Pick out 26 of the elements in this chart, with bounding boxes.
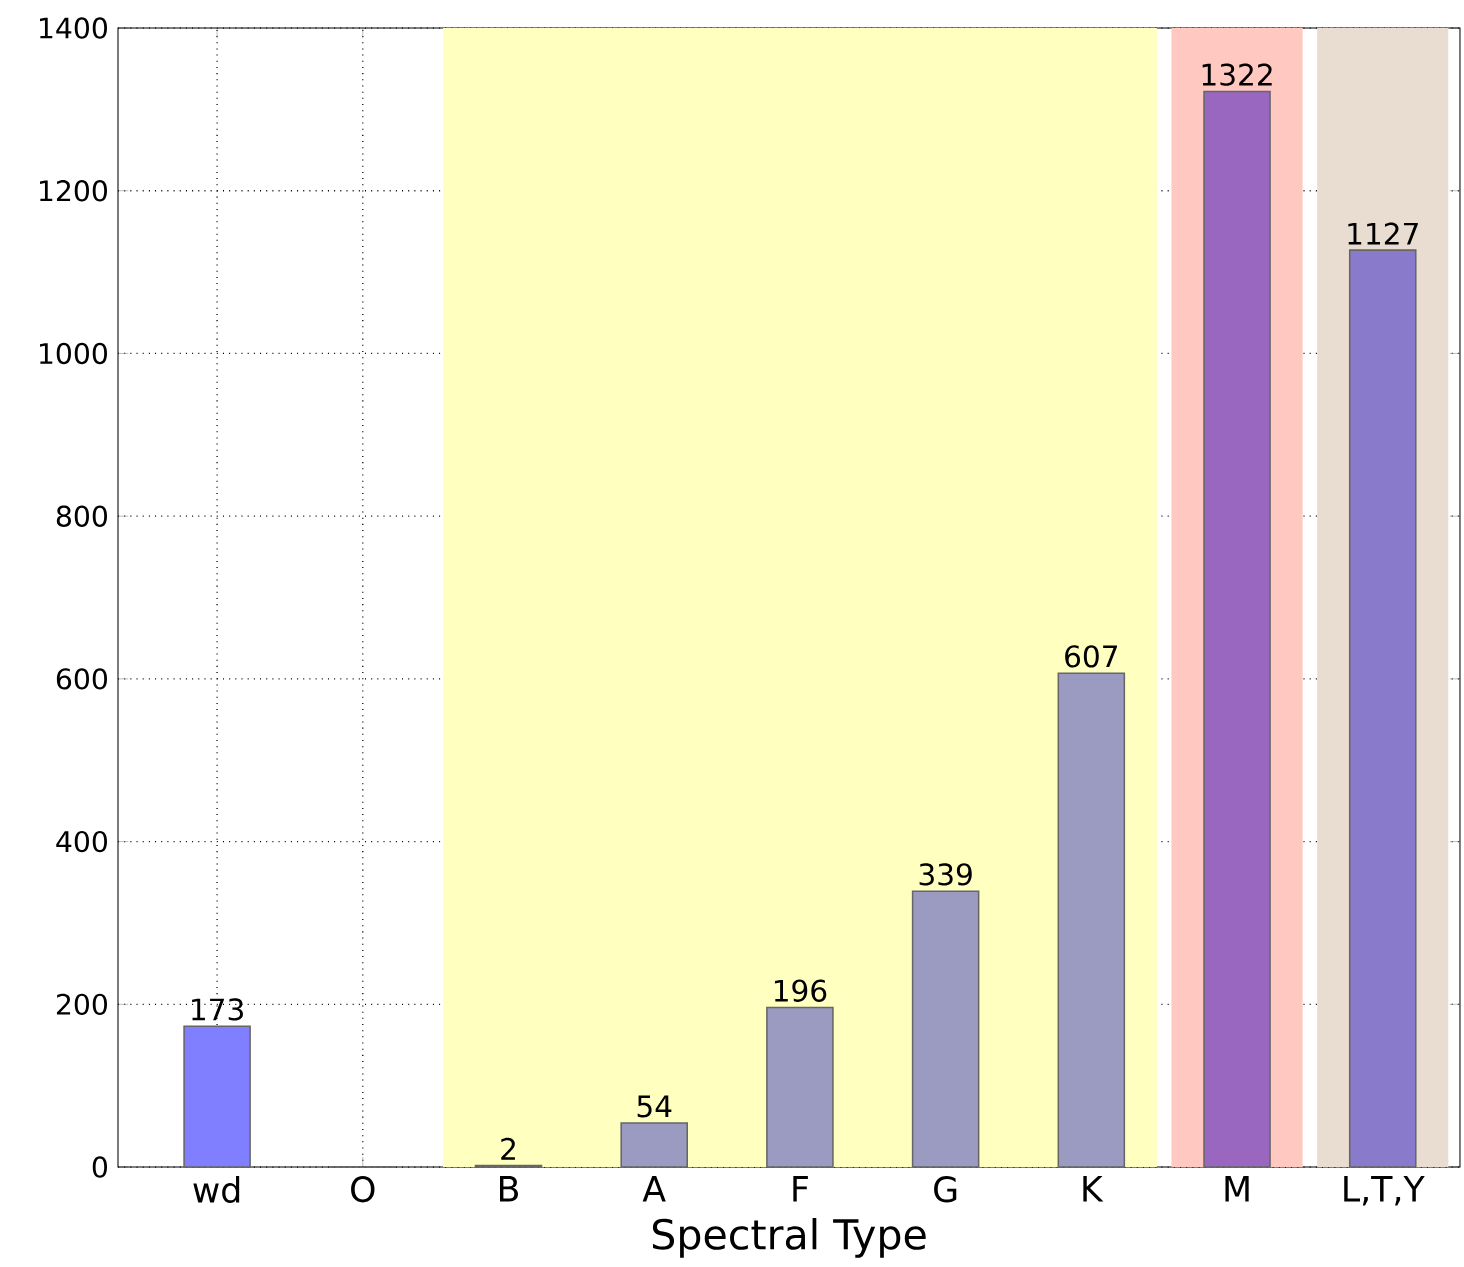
y-tick-label: 1000	[40, 342, 107, 365]
x-tick-label: G	[934, 1176, 957, 1203]
y-tick-label: 600	[56, 668, 107, 690]
x-tick-label: A	[642, 1176, 666, 1202]
x-axis-title: Spectral Type	[652, 1217, 926, 1258]
x-tick-label: K	[1083, 1176, 1104, 1202]
data-label: 2	[501, 1137, 515, 1160]
data-label: 339	[919, 863, 972, 886]
y-tick-label: 400	[56, 830, 107, 853]
y-tick-label: 800	[56, 505, 107, 527]
x-tick-label: F	[793, 1176, 808, 1202]
data-label: 54	[637, 1095, 672, 1118]
data-label: 1127	[1348, 222, 1418, 245]
y-tick-label: 200	[56, 993, 107, 1016]
data-label: 173	[192, 998, 243, 1021]
x-tick-label: O	[351, 1176, 375, 1203]
y-tick-label: 1200	[40, 180, 107, 202]
x-tick-label: B	[500, 1176, 518, 1202]
data-label: 1322	[1202, 63, 1272, 86]
x-tick-label: L,T,Y	[1344, 1176, 1425, 1206]
data-label: 196	[774, 979, 827, 1002]
y-tick-label: 0	[92, 1156, 108, 1178]
data-label: 607	[1065, 645, 1118, 668]
x-tick-label: M	[1225, 1176, 1249, 1202]
x-tick-label: wd	[193, 1176, 240, 1203]
y-tick-label: 1400	[40, 17, 107, 39]
